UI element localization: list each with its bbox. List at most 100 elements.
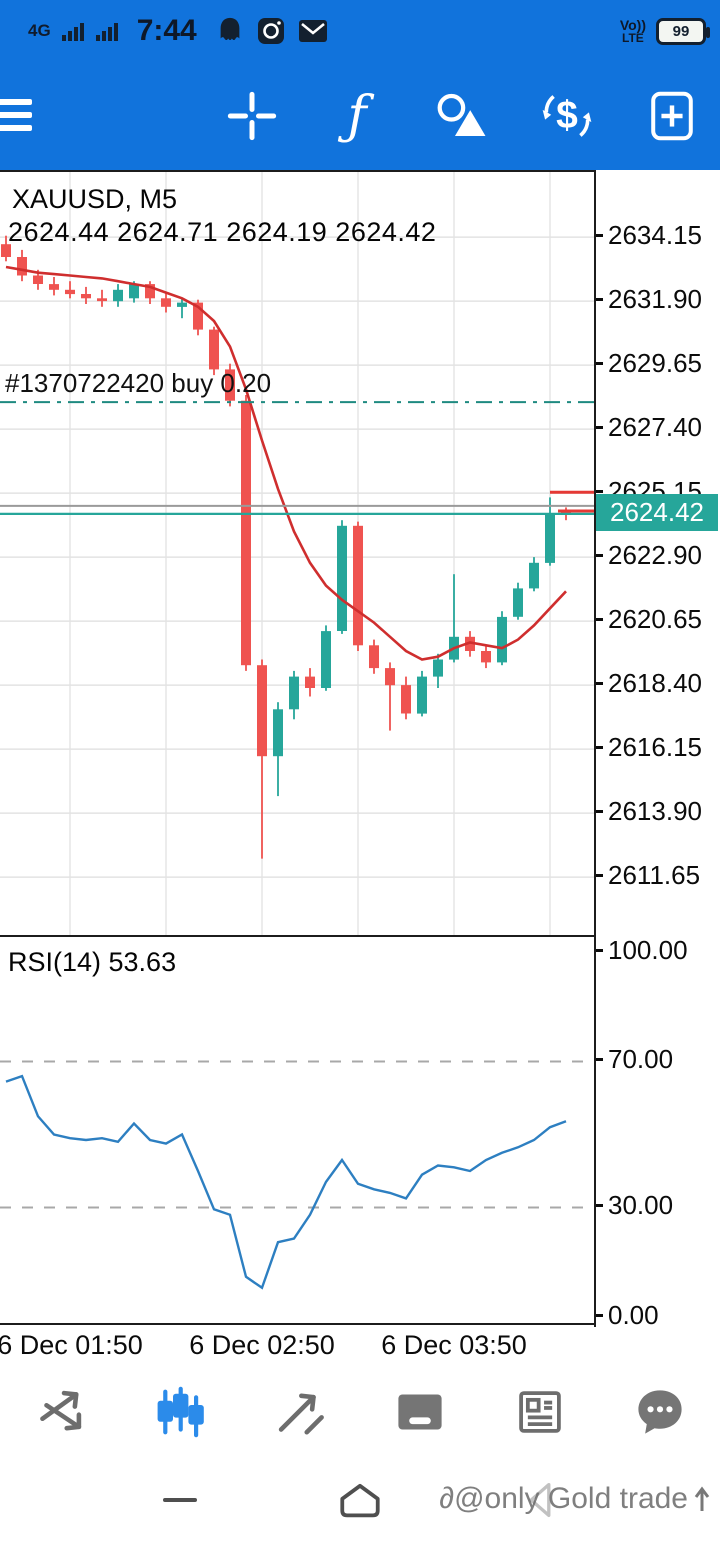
status-time: 7:44 <box>136 14 197 47</box>
camera-notification-icon <box>257 18 284 44</box>
candle <box>161 292 171 313</box>
candle <box>209 326 219 376</box>
candle <box>49 277 59 296</box>
new-order-button[interactable] <box>642 86 702 146</box>
status-right-cluster: Vo)) LTE 99 <box>620 17 710 45</box>
candle <box>545 497 555 566</box>
signal-bars-sim2-icon <box>95 23 118 41</box>
quotes-tab[interactable] <box>25 1377 95 1447</box>
candle <box>321 625 331 691</box>
nav-back-button[interactable] <box>510 1470 570 1530</box>
toolbar: ƒ $ <box>0 62 720 170</box>
price-axis-label: 2622.90 <box>594 538 702 572</box>
symbols-button[interactable]: $ <box>537 86 597 146</box>
status-bar: 4G 7:44 V <box>0 0 720 62</box>
rsi-axis: 100.00 70.00 30.00 0.00 <box>594 935 720 1330</box>
volte-bottom-label: LTE <box>622 31 644 45</box>
candle <box>529 557 539 592</box>
indicators-button[interactable]: ƒ <box>327 86 387 146</box>
price-axis-label: 2631.90 <box>594 282 702 316</box>
candle <box>81 286 91 304</box>
candle <box>497 611 507 666</box>
battery-indicator: 99 <box>656 17 710 45</box>
status-left-cluster: 4G 7:44 <box>14 14 329 48</box>
price-axis-label: 2620.65 <box>594 602 702 636</box>
crosshair-button[interactable] <box>222 86 282 146</box>
battery-level: 99 <box>672 22 690 40</box>
objects-button[interactable] <box>432 86 492 146</box>
candle <box>177 298 187 319</box>
candle <box>145 281 155 304</box>
candlestick-plot <box>0 172 594 937</box>
charts-tab[interactable] <box>145 1377 215 1447</box>
candle <box>17 249 27 282</box>
candle <box>65 281 75 299</box>
candle <box>257 659 267 859</box>
toolbar-icons: ƒ $ <box>222 62 702 170</box>
candle <box>225 363 235 407</box>
candle <box>305 668 315 697</box>
volte-top-label: Vo)) <box>619 17 646 33</box>
menu-button[interactable] <box>0 92 32 138</box>
price-axis[interactable]: 2634.15 2631.90 2629.65 2627.40 2625.15 2622.… <box>594 170 720 935</box>
news-tab[interactable] <box>505 1377 575 1447</box>
candle <box>369 639 379 674</box>
ghost-notification-icon <box>220 17 240 41</box>
rsi-axis-label: 30.00 <box>594 1189 673 1223</box>
time-axis: 6 Dec 01:50 6 Dec 02:50 6 Dec 03:50 <box>0 1325 594 1368</box>
candle <box>417 670 427 717</box>
price-axis-label: 2627.40 <box>594 410 702 444</box>
candle <box>385 662 395 731</box>
shapes-icon <box>437 93 486 136</box>
current-price-tag: 2624.42 <box>596 493 718 531</box>
nav-home-button[interactable] <box>330 1470 390 1530</box>
candle <box>465 631 475 657</box>
mail-notification-icon <box>298 20 327 42</box>
signal-bars-icon <box>61 23 84 41</box>
candle <box>1 235 11 262</box>
rsi-indicator-label: RSI(14) 53.63 <box>8 947 177 977</box>
candle <box>273 702 283 797</box>
candle <box>481 645 491 669</box>
news-icon <box>519 1391 561 1433</box>
candle <box>433 653 443 688</box>
chart-symbol-title: XAUUSD, M5 <box>12 184 178 214</box>
candle <box>241 395 251 671</box>
price-axis-label: 2616.15 <box>594 730 702 764</box>
back-icon <box>529 1482 551 1518</box>
candle <box>337 520 347 634</box>
rsi-panel[interactable]: RSI(14) 53.63 <box>0 935 596 1325</box>
new-order-icon <box>651 91 693 141</box>
bottom-navigation <box>0 1368 720 1456</box>
chat-bubble-icon <box>638 1390 682 1434</box>
function-icon: ƒ <box>347 86 367 146</box>
candle <box>289 670 299 720</box>
nav-menu-button[interactable] <box>150 1470 210 1530</box>
price-axis-label: 2613.90 <box>594 794 702 828</box>
trade-tab[interactable] <box>265 1377 335 1447</box>
messages-tab[interactable] <box>625 1377 695 1447</box>
rsi-plot <box>0 1060 594 1290</box>
quotes-arrows-icon <box>40 1390 82 1431</box>
candle <box>97 289 107 307</box>
chart-ohlc-values: 2624.44 2624.71 2624.19 2624.42 <box>8 217 437 247</box>
candle <box>401 676 411 720</box>
volte-icon: Vo)) LTE <box>620 18 646 44</box>
currency-icon: $ <box>542 94 592 137</box>
ma-line <box>5 265 567 661</box>
trend-line-icon <box>278 1393 324 1435</box>
rsi-line <box>5 1074 567 1290</box>
system-navigation <box>0 1456 720 1544</box>
price-axis-label: 2634.15 <box>594 218 702 252</box>
time-axis-label: 6 Dec 02:50 <box>189 1330 335 1360</box>
network-4g-label: 4G <box>28 21 51 40</box>
time-axis-label: 6 Dec 01:50 <box>0 1330 143 1360</box>
candlestick-chart-icon <box>157 1386 204 1438</box>
crosshair-icon <box>227 91 277 141</box>
time-axis-label: 6 Dec 03:50 <box>381 1330 527 1360</box>
position-label: #1370722420 buy 0.20 <box>5 368 272 399</box>
history-tab[interactable] <box>385 1377 455 1447</box>
axis-separator <box>594 170 596 1327</box>
trade-tray-icon <box>398 1394 442 1430</box>
